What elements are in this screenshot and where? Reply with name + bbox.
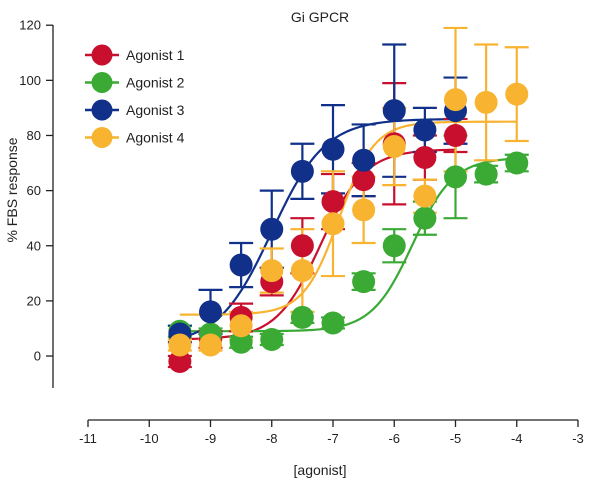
data-point-agonist-4 xyxy=(321,212,345,236)
data-point-agonist-1 xyxy=(290,234,314,258)
legend-marker xyxy=(91,127,113,148)
data-point-agonist-2 xyxy=(260,327,284,351)
legend-marker xyxy=(91,72,113,93)
x-tick-label: -3 xyxy=(572,431,584,446)
data-point-agonist-4 xyxy=(474,90,498,114)
data-point-agonist-4 xyxy=(413,184,437,208)
y-tick-label: 20 xyxy=(27,293,41,308)
data-point-agonist-4 xyxy=(290,259,314,283)
legend-marker xyxy=(91,44,113,66)
data-point-agonist-2 xyxy=(474,162,498,186)
data-point-agonist-1 xyxy=(352,168,376,192)
y-tick-label: 0 xyxy=(34,349,41,364)
data-point-agonist-2 xyxy=(505,151,529,175)
y-axis-title: % FBS response xyxy=(4,137,20,242)
data-point-agonist-4 xyxy=(444,88,467,112)
x-tick-label: -8 xyxy=(266,431,278,446)
x-tick-label: -5 xyxy=(450,431,462,446)
y-tick-label: 120 xyxy=(19,18,41,33)
y-tick-label: 60 xyxy=(27,183,41,198)
x-tick-label: -4 xyxy=(511,431,523,446)
x-tick-label: -9 xyxy=(205,431,217,446)
data-point-agonist-1 xyxy=(413,146,437,170)
data-point-agonist-3 xyxy=(352,148,376,172)
data-point-agonist-3 xyxy=(290,159,314,183)
data-point-agonist-4 xyxy=(382,135,406,159)
data-point-agonist-3 xyxy=(413,118,437,142)
x-axis-title: [agonist] xyxy=(294,462,347,478)
x-tick-label: -11 xyxy=(79,431,97,446)
data-point-agonist-3 xyxy=(260,217,284,241)
y-tick-label: 80 xyxy=(27,128,41,143)
data-point-agonist-2 xyxy=(444,165,467,189)
data-point-agonist-1 xyxy=(444,123,467,147)
data-point-agonist-4 xyxy=(229,314,253,338)
fit-curve-agonist-3 xyxy=(179,118,456,340)
data-point-agonist-4 xyxy=(168,333,192,357)
data-point-agonist-3 xyxy=(321,137,345,161)
legend-label: Agonist 4 xyxy=(126,130,185,146)
data-point-agonist-3 xyxy=(229,253,253,277)
data-point-agonist-3 xyxy=(382,99,406,123)
x-tick-label: -6 xyxy=(388,431,400,446)
data-point-agonist-3 xyxy=(199,300,222,324)
data-point-agonist-2 xyxy=(382,234,406,258)
fit-curve-agonist-1 xyxy=(179,148,456,341)
y-tick-label: 100 xyxy=(19,73,41,88)
data-point-agonist-2 xyxy=(229,330,253,354)
data-point-agonist-2 xyxy=(290,305,314,329)
y-axis-ticks: 0 20 40 60 80 100 120 xyxy=(19,18,53,364)
data-point-agonist-4 xyxy=(352,198,376,222)
data-point-agonist-2 xyxy=(321,311,345,335)
y-tick-label: 40 xyxy=(27,238,41,253)
data-point-agonist-1 xyxy=(168,350,192,374)
chart-title: Gi GPCR xyxy=(291,9,349,25)
data-points xyxy=(168,82,529,374)
data-point-agonist-1 xyxy=(321,190,345,214)
x-tick-label: -10 xyxy=(140,431,159,446)
legend-label: Agonist 3 xyxy=(126,102,185,118)
data-point-agonist-4 xyxy=(260,259,284,283)
data-point-agonist-4 xyxy=(199,333,222,357)
legend: Agonist 1 Agonist 2 Agonist 3 Agonist 4 xyxy=(85,44,185,148)
data-point-agonist-2 xyxy=(413,206,437,230)
data-point-agonist-2 xyxy=(352,270,376,294)
x-axis-ticks: -11 -10 -9 -8 -7 -6 -5 -4 -3 xyxy=(79,420,584,446)
legend-label: Agonist 1 xyxy=(126,47,185,63)
legend-marker xyxy=(91,99,113,121)
data-point-agonist-4 xyxy=(505,82,529,106)
x-tick-label: -7 xyxy=(327,431,339,446)
legend-label: Agonist 2 xyxy=(126,75,185,91)
